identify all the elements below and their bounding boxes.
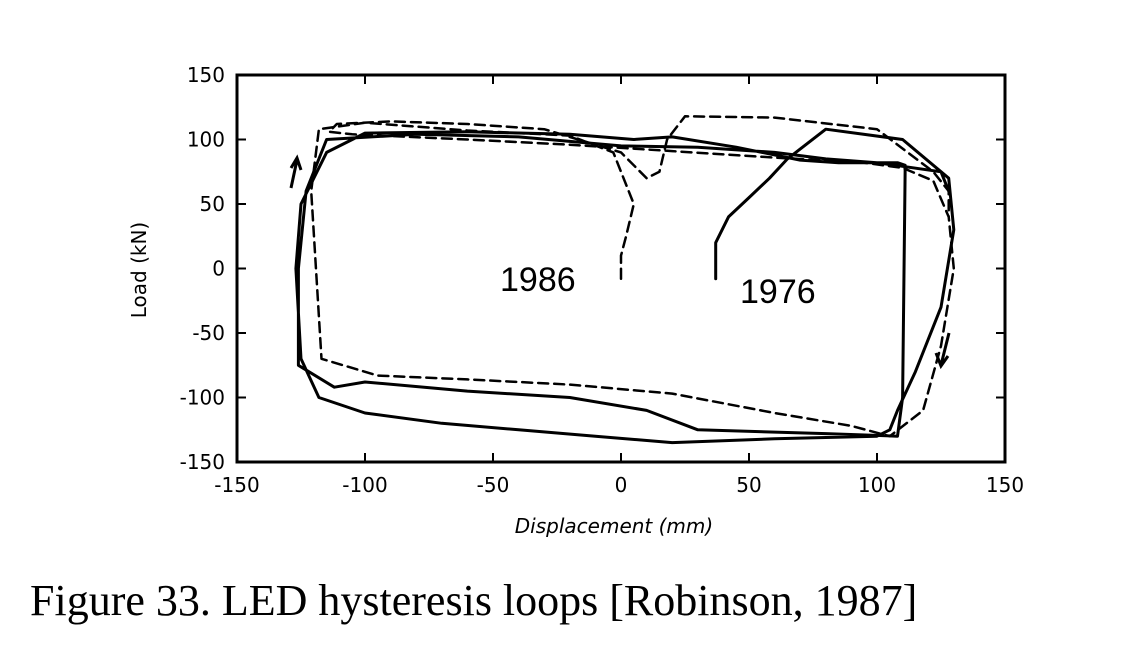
x-tick-label: -100 — [342, 473, 387, 497]
direction-arrow-left — [289, 154, 303, 189]
y-tick-label: 150 — [187, 63, 225, 87]
y-tick-label: 100 — [187, 128, 225, 152]
series-label-1986: 1986 — [500, 261, 576, 299]
x-tick-label: -50 — [477, 473, 510, 497]
x-tick-label: 150 — [986, 473, 1024, 497]
y-axis-title: Load (kN) — [127, 222, 151, 318]
direction-arrow-right — [934, 332, 951, 370]
x-tick-label: 100 — [858, 473, 896, 497]
x-axis-title: Displacement (mm) — [515, 514, 713, 538]
series-label-1976: 1976 — [740, 273, 816, 311]
figure-caption: Figure 33. LED hysteresis loops [Robinso… — [30, 576, 918, 625]
series-line-1986 — [309, 115, 956, 438]
x-tick-label: 0 — [615, 473, 628, 497]
series-line-1976 — [294, 127, 956, 445]
y-tick-label: -150 — [180, 450, 225, 474]
x-tick-label: -150 — [214, 473, 259, 497]
x-tick-label: 50 — [736, 473, 761, 497]
y-tick-label: -50 — [192, 321, 225, 345]
y-tick-label: -100 — [180, 386, 225, 410]
y-tick-label: 50 — [200, 192, 225, 216]
y-tick-label: 0 — [212, 257, 225, 281]
